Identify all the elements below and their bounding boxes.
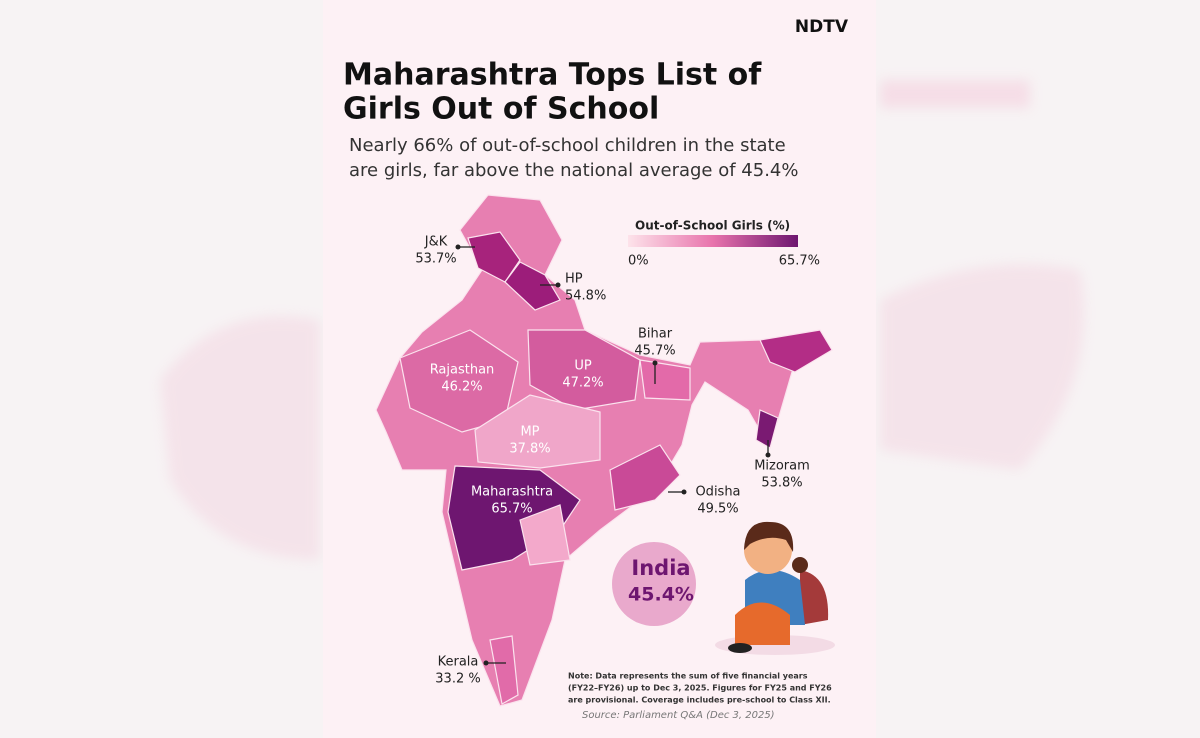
region-name: MP bbox=[520, 425, 539, 440]
note: Note: Data represents the sum of five fi… bbox=[568, 672, 808, 681]
state-arunachal bbox=[759, 329, 833, 373]
india-map bbox=[375, 194, 833, 707]
state-telangana bbox=[519, 504, 571, 566]
region-value: 65.7% bbox=[491, 502, 532, 517]
region-value: 53.8% bbox=[761, 476, 802, 491]
source: Source: Parliament Q&A (Dec 3, 2025) bbox=[582, 710, 775, 721]
region-value: 49.5% bbox=[697, 502, 738, 517]
title: Girls Out of School bbox=[343, 92, 659, 127]
leaders bbox=[455, 244, 771, 666]
background-blur bbox=[160, 80, 1084, 560]
region-name: Odisha bbox=[695, 485, 740, 500]
leader-dot bbox=[652, 360, 658, 366]
region-name: HP bbox=[565, 272, 583, 287]
region-name: Maharashtra bbox=[471, 485, 553, 500]
note: are provisional. Coverage includes pre-s… bbox=[568, 696, 831, 705]
subtitle: Nearly 66% of out-of-school children in … bbox=[349, 135, 786, 156]
region-value: 45.7% bbox=[634, 344, 675, 359]
legend-max: 65.7% bbox=[779, 254, 820, 269]
state-mp bbox=[474, 394, 601, 469]
region-value: 54.8% bbox=[565, 289, 606, 304]
national-value: 45.4% bbox=[628, 584, 694, 606]
state-up bbox=[527, 329, 641, 411]
leader-dot bbox=[765, 452, 771, 458]
region-value: 37.8% bbox=[509, 442, 550, 457]
region-labels: J&K 53.7% HP 54.8% Rajasthan 46.2% UP 47.2% Biha… bbox=[415, 235, 809, 687]
title: Maharashtra Tops List of bbox=[343, 58, 762, 93]
region-name: Kerala bbox=[438, 655, 479, 670]
region-name: Bihar bbox=[638, 327, 673, 342]
region-value: 46.2% bbox=[441, 380, 482, 395]
leader-dot bbox=[455, 244, 461, 250]
region-value: 33.2 % bbox=[435, 672, 480, 687]
region-name: Mizoram bbox=[754, 459, 810, 474]
region-value: 53.7% bbox=[415, 252, 456, 267]
brand: NDTV bbox=[795, 17, 849, 37]
leader-dot bbox=[681, 489, 687, 495]
region-name: Rajasthan bbox=[430, 363, 495, 378]
state-kerala bbox=[489, 635, 519, 705]
state-bihar bbox=[639, 359, 691, 401]
region-name: UP bbox=[574, 359, 592, 374]
girl-illustration bbox=[715, 521, 835, 655]
region-value: 47.2% bbox=[562, 376, 603, 391]
legend-gradient bbox=[628, 235, 798, 247]
state-odisha bbox=[609, 444, 681, 511]
legend-title: Out-of-School Girls (%) bbox=[635, 219, 790, 233]
state-hp bbox=[504, 261, 561, 311]
legend-min: 0% bbox=[628, 254, 649, 269]
subtitle: are girls, far above the national averag… bbox=[349, 160, 798, 181]
note: (FY22–FY26) up to Dec 3, 2025. Figures f… bbox=[568, 684, 832, 693]
leader-dot bbox=[555, 282, 561, 288]
state-mizoram bbox=[755, 409, 779, 449]
national-bubble bbox=[612, 542, 696, 626]
national-name: India bbox=[631, 556, 690, 580]
leader-dot bbox=[483, 660, 489, 666]
region-name: J&K bbox=[424, 235, 448, 250]
